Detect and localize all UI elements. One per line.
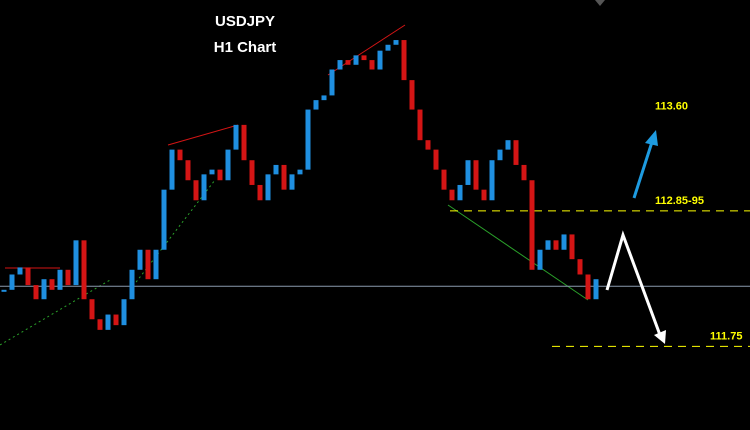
- candle: [1, 289, 7, 292]
- candle: [465, 160, 471, 185]
- candle: [153, 249, 159, 280]
- candle: [9, 274, 15, 290]
- candle: [273, 164, 279, 175]
- candle: [345, 60, 351, 65]
- candle: [553, 240, 559, 250]
- candle: [561, 234, 567, 250]
- candle: [17, 267, 23, 275]
- candle: [73, 240, 79, 286]
- candle: [353, 55, 359, 65]
- candle: [49, 279, 55, 290]
- candle: [425, 140, 431, 150]
- zigzag-arrow: [605, 230, 662, 336]
- candle: [481, 189, 487, 201]
- candle: [593, 279, 599, 300]
- candle: [209, 169, 215, 175]
- candle: [129, 269, 135, 300]
- chart-title: USDJPY: [215, 13, 275, 30]
- candle: [233, 124, 239, 150]
- candle: [161, 189, 167, 250]
- arrows: [605, 130, 666, 344]
- candle: [401, 40, 407, 81]
- up-arrow: [632, 141, 654, 199]
- candle: [497, 149, 503, 161]
- candle: [65, 269, 71, 286]
- up-arrow-head: [645, 130, 658, 146]
- candle: [89, 299, 95, 320]
- candle: [417, 109, 423, 141]
- candle: [369, 60, 375, 70]
- candle: [137, 249, 143, 270]
- candle: [193, 180, 199, 201]
- candle: [249, 160, 255, 185]
- candle: [121, 299, 127, 326]
- candle: [41, 279, 47, 300]
- candle: [433, 149, 439, 170]
- candle: [297, 169, 303, 175]
- candle: [489, 160, 495, 201]
- candle: [473, 160, 479, 190]
- candle: [409, 80, 415, 110]
- candle: [449, 189, 455, 201]
- target-label: 113.60: [655, 100, 688, 112]
- trendline: [167, 124, 239, 146]
- candle: [441, 169, 447, 190]
- candle: [569, 234, 575, 260]
- candle: [457, 184, 463, 201]
- chart-subtitle: H1 Chart: [214, 39, 277, 56]
- candle: [537, 249, 543, 270]
- candle: [545, 240, 551, 250]
- candle: [577, 259, 583, 275]
- candle: [25, 267, 31, 286]
- level-label: 111.75: [710, 330, 742, 342]
- candle: [513, 140, 519, 165]
- candle: [321, 95, 327, 101]
- candle: [257, 184, 263, 201]
- candle: [97, 319, 103, 330]
- zigzag-arrow-head: [654, 330, 666, 344]
- candle: [105, 314, 111, 330]
- trendline: [447, 204, 589, 301]
- candle: [217, 169, 223, 181]
- candle: [57, 269, 63, 290]
- candle: [505, 140, 511, 150]
- candle: [33, 285, 39, 300]
- candle: [145, 249, 151, 280]
- candle: [361, 55, 367, 61]
- candle: [241, 124, 247, 161]
- candle: [201, 174, 207, 201]
- candle: [177, 149, 183, 161]
- candle: [81, 240, 87, 300]
- candle: [521, 164, 527, 181]
- candle: [281, 164, 287, 190]
- candle: [185, 160, 191, 181]
- candle: [377, 50, 383, 70]
- scroll-marker: [595, 0, 605, 6]
- trendline: [0, 279, 111, 346]
- candle: [113, 314, 119, 326]
- candle: [337, 60, 343, 70]
- candle: [329, 69, 335, 96]
- candle: [393, 40, 399, 45]
- candle: [265, 174, 271, 201]
- trendline: [129, 179, 216, 291]
- candle: [225, 149, 231, 181]
- candle: [305, 109, 311, 170]
- candle: [313, 100, 319, 110]
- candle: [585, 274, 591, 300]
- candle: [529, 180, 535, 270]
- candle: [169, 149, 175, 190]
- candle: [289, 174, 295, 190]
- level-label: 112.85-95: [655, 195, 704, 207]
- candle: [385, 44, 391, 51]
